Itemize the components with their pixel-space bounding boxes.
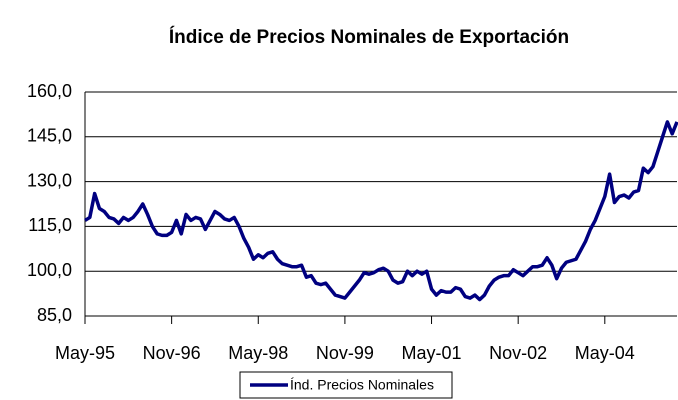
data-line: [84, 120, 678, 302]
y-tick-label: 100,0: [27, 260, 72, 280]
y-tick-label: 160,0: [27, 81, 72, 101]
x-tick-label: May-98: [228, 343, 288, 363]
chart-title: Índice de Precios Nominales de Exportaci…: [169, 26, 569, 48]
x-tick-label: May-04: [575, 343, 635, 363]
y-tick-label: 145,0: [27, 126, 72, 146]
x-tick-label: Nov-99: [316, 343, 374, 363]
y-tick-label: 85,0: [37, 305, 72, 325]
y-tick-label: 130,0: [27, 170, 72, 190]
x-tick-label: Nov-96: [143, 343, 201, 363]
x-tick-label: May-01: [402, 343, 462, 363]
y-tick-label: 115,0: [28, 215, 72, 235]
x-tick-label: May-95: [55, 343, 115, 363]
x-tick-label: Nov-02: [489, 343, 547, 363]
legend-label: Índ. Precios Nominales: [290, 377, 434, 393]
